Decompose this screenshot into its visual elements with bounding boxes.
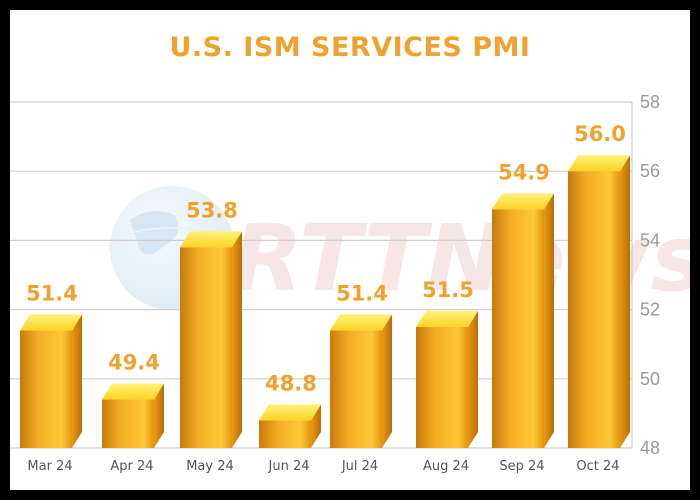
bar-side (468, 310, 478, 448)
x-tick-label: May 24 (186, 459, 234, 474)
bar-top (568, 155, 630, 172)
bar-side (544, 193, 554, 448)
x-tick-label: Jul 24 (341, 459, 378, 474)
bar-front (568, 171, 620, 448)
bar (492, 193, 554, 448)
x-tick-label: Sep 24 (499, 459, 544, 474)
bars (20, 155, 630, 448)
x-tick-label: Jun 24 (268, 459, 310, 474)
bar (259, 404, 321, 448)
x-tick-label: Aug 24 (423, 459, 469, 474)
bar (180, 231, 242, 448)
bar-top (492, 193, 554, 210)
data-label: 51.4 (336, 281, 388, 305)
data-label: 51.4 (26, 281, 78, 305)
data-label: 49.4 (108, 351, 160, 375)
data-label: 51.5 (422, 278, 474, 302)
x-tick-label: Oct 24 (576, 459, 619, 474)
data-label: 48.8 (265, 371, 317, 395)
bar-top (102, 383, 164, 400)
bar (416, 310, 478, 448)
bar-top (416, 310, 478, 327)
bar-front (330, 330, 382, 448)
bar-side (232, 231, 242, 448)
bar-side (154, 383, 164, 448)
x-tick-label: Apr 24 (110, 459, 153, 474)
bar-front (492, 209, 544, 448)
bar-top (20, 314, 82, 331)
bar-side (311, 404, 321, 448)
bar-top (180, 231, 242, 248)
y-tick-label: 54 (640, 230, 660, 250)
chart-frame: RTTNews 48 50 52 54 56 58 Mar 24 Apr 24 May 24 J… (10, 10, 690, 490)
bar-front (416, 326, 468, 448)
data-labels: 51.4 49.4 53.8 48.8 51.4 51.5 54.9 56.0 (26, 122, 626, 395)
y-tick-label: 48 (640, 438, 660, 458)
bar-front (20, 330, 72, 448)
bar-top (330, 314, 392, 331)
y-axis-ticks: 48 50 52 54 56 58 (640, 92, 660, 458)
bar (568, 155, 630, 448)
bar (20, 314, 82, 448)
y-tick-label: 52 (640, 300, 660, 320)
data-label: 56.0 (574, 122, 626, 146)
bar-side (382, 314, 392, 448)
y-tick-label: 50 (640, 369, 660, 389)
data-label: 53.8 (186, 198, 238, 222)
bar-front (102, 399, 154, 448)
bar-top (259, 404, 321, 421)
y-tick-label: 58 (640, 92, 660, 112)
bar-side (72, 314, 82, 448)
y-tick-label: 56 (640, 161, 660, 181)
bar-front (180, 247, 232, 448)
bar (330, 314, 392, 448)
x-tick-label: Mar 24 (27, 459, 72, 474)
bar-side (620, 155, 630, 448)
bar (102, 383, 164, 448)
data-label: 54.9 (498, 160, 550, 184)
x-axis-labels: Mar 24 Apr 24 May 24 Jun 24 Jul 24 Aug 24 Sep … (27, 459, 619, 474)
chart-title: U.S. ISM SERVICES PMI (169, 32, 531, 63)
bar-front (259, 420, 311, 448)
